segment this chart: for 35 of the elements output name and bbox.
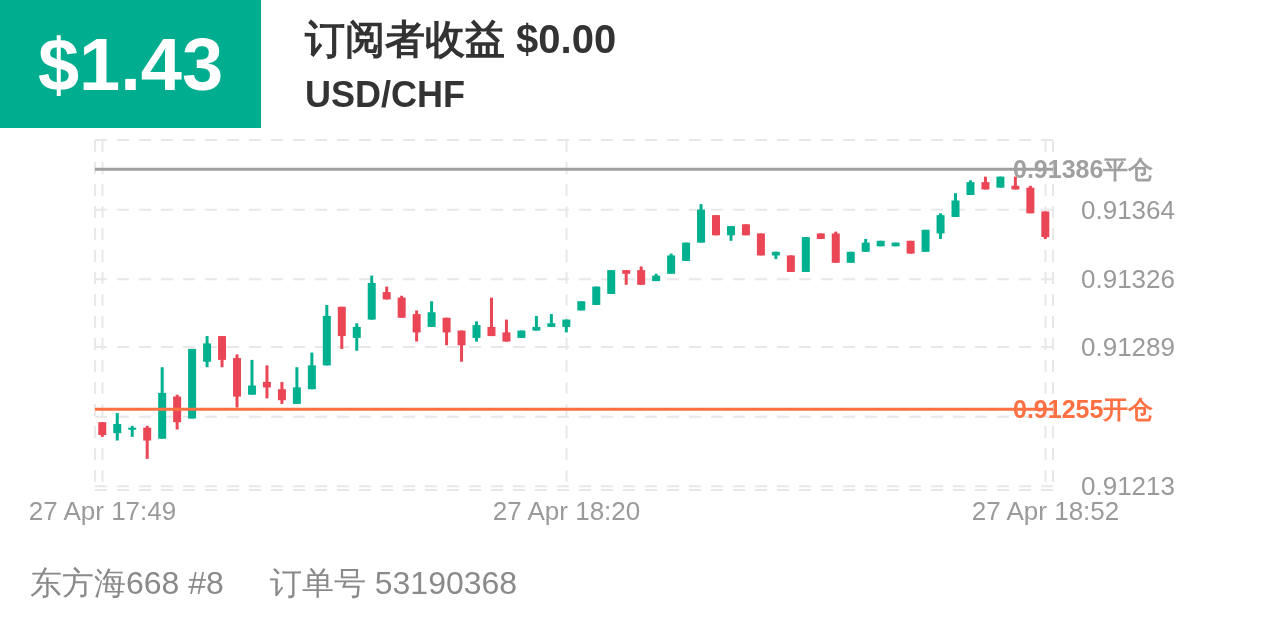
candlestick [607,270,616,294]
y-tick-label: 0.91364 [1081,194,1175,225]
x-tick-label: 27 Apr 17:49 [28,496,177,526]
candlestick [277,380,286,404]
candlestick [936,213,945,239]
candlestick [457,330,466,362]
candlestick [502,319,511,342]
candlestick [412,310,421,342]
candlestick [352,323,361,351]
candlestick [667,253,676,274]
candlestick [487,297,496,338]
y-tick-label: 0.91326 [1081,264,1175,295]
text: 订单号 53190368 [269,565,518,601]
candlestick [442,317,451,347]
candlestick [218,336,227,369]
candlestick [203,336,212,369]
text: 东方海668 #8 [30,565,224,601]
candlestick [113,413,122,441]
text: $1.43 [0,0,261,128]
candlestick [397,294,406,318]
candlestick [143,424,152,459]
candlestick [292,367,301,404]
candlestick [247,358,256,395]
candlestick [951,193,960,217]
candlestick [637,266,646,285]
chart-title: 订阅者收益 $0.00 [305,16,617,63]
y-tick-label: 0.91289 [1081,332,1175,363]
candlestick [427,301,436,327]
ref-line-label: 0.91386平仓 [1013,155,1154,184]
chart-subtitle: USD/CHF [305,74,465,116]
ref-line-label: 0.91255开仓 [1013,395,1154,424]
candlestick [262,365,271,399]
candlestick [472,321,481,342]
x-tick-label: 27 Apr 18:20 [492,496,641,526]
candlestick [307,352,316,391]
